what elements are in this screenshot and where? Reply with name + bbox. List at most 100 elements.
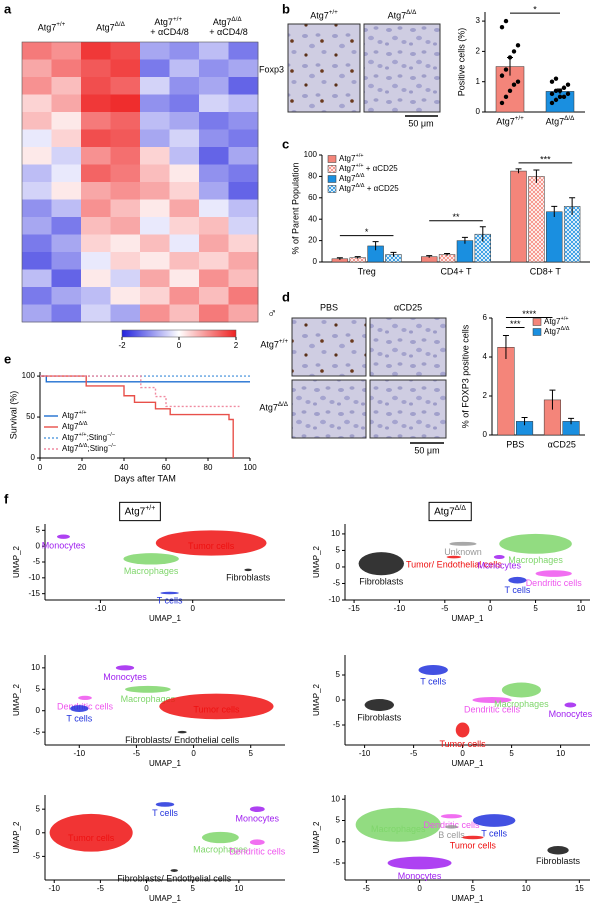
x-tick-label: -5	[133, 749, 141, 758]
x-tick-label: -10	[95, 604, 107, 613]
y-tick-label: 5	[336, 670, 341, 679]
y-axis-label: UMAP_2	[312, 821, 321, 854]
cell-cluster	[244, 568, 252, 572]
colorbar-tick-label: 2	[234, 341, 239, 350]
heatmap-cell	[110, 217, 141, 235]
cell-cluster	[170, 869, 178, 872]
x-axis-label: UMAP_1	[451, 894, 484, 903]
y-tick-label: 0	[336, 837, 341, 846]
heatmap-cell	[110, 234, 141, 253]
heatmap-cell	[51, 217, 82, 235]
heatmap-cell	[22, 252, 52, 270]
cluster-label: Dendritic cells	[464, 704, 521, 714]
significance-label: ***	[540, 154, 551, 164]
x-tick-label: PBS	[506, 439, 524, 449]
cluster-label: Unknown	[444, 547, 482, 557]
heatmap-cell	[228, 164, 259, 183]
panel-label: a	[4, 1, 12, 16]
y-tick-label: 0	[313, 257, 318, 266]
heatmap-cell	[81, 164, 111, 183]
heatmap-cell	[228, 199, 259, 218]
legend-swatch	[327, 185, 337, 193]
image-row-label: Atg7+/+	[260, 338, 288, 349]
cell-cluster	[446, 555, 462, 559]
cell-cluster	[564, 702, 577, 708]
y-tick-label: 0	[336, 695, 341, 704]
panel-label: b	[282, 1, 290, 16]
error-bar	[426, 255, 433, 258]
bar	[510, 170, 527, 263]
y-tick-label: -10	[328, 595, 340, 604]
heatmap-cell	[110, 77, 141, 95]
heatmap-cell	[110, 252, 141, 270]
y-tick-label: 100	[22, 371, 36, 380]
error-bar	[533, 169, 540, 183]
heatmap-cell	[110, 304, 141, 323]
heatmap-cell	[81, 112, 111, 130]
y-tick-label: -5	[333, 720, 341, 729]
heatmap-cell	[169, 94, 200, 113]
sex-symbol: ♂	[267, 305, 277, 320]
cell-cluster	[440, 814, 463, 819]
heatmap-cell	[199, 269, 229, 288]
colorbar-tick-label: -2	[118, 341, 126, 350]
cell-cluster	[159, 693, 274, 720]
significance-label: *	[533, 4, 537, 14]
x-tick-label: 80	[204, 463, 213, 472]
cell-cluster	[201, 831, 239, 844]
data-point	[499, 100, 505, 106]
y-axis-label: Positive cells (%)	[456, 28, 466, 97]
legend-label: Atg7+/+	[62, 410, 87, 420]
heatmap-cell	[140, 164, 170, 183]
x-axis-label: UMAP_1	[451, 614, 484, 623]
cluster-label: Tumor cells	[193, 705, 240, 715]
cell-cluster	[155, 802, 175, 807]
y-tick-label: -5	[333, 579, 341, 588]
legend-swatch	[327, 175, 337, 183]
legend-label: Atg7+/+	[339, 153, 364, 163]
data-point	[557, 88, 563, 93]
error-bar	[372, 241, 379, 251]
heatmap-cell	[140, 269, 170, 288]
heatmap-cell	[169, 304, 200, 323]
y-tick-label: -5	[33, 557, 41, 566]
heatmap-cell	[228, 252, 259, 270]
heatmap-cell	[81, 234, 111, 253]
x-tick-label: 100	[243, 463, 257, 472]
cluster-label: Fibroblasts	[357, 712, 402, 722]
y-tick-label: 5	[36, 684, 41, 693]
heatmap-cell	[140, 199, 170, 218]
legend-label: Atg7+/+ + αCD25	[339, 163, 398, 173]
heatmap-cell	[51, 199, 82, 218]
error-bar	[521, 416, 528, 426]
x-tick-label: -10	[48, 884, 60, 893]
y-tick-label: 80	[308, 172, 317, 181]
y-tick-label: 40	[308, 214, 317, 223]
y-axis-label: % of Parent Population	[290, 162, 300, 254]
survival-curve	[40, 375, 234, 458]
colorbar-tick-label: 0	[177, 341, 182, 350]
y-tick-label: 0	[36, 541, 41, 550]
error-bar	[551, 205, 558, 218]
heatmap-cell	[110, 94, 141, 113]
y-tick-label: 50	[26, 412, 35, 421]
heatmap-cell	[169, 112, 200, 130]
title-box	[119, 501, 161, 522]
heatmap-cell	[140, 42, 170, 60]
cell-cluster	[493, 555, 505, 560]
cell-cluster	[418, 665, 448, 675]
cluster-label: Dendritic cells	[424, 820, 481, 830]
cell-cluster	[123, 553, 179, 565]
legend-label: Atg7Δ/Δ	[339, 173, 365, 183]
image-column-label: Atg7Δ/Δ	[388, 9, 417, 20]
cell-cluster	[508, 576, 527, 584]
heatmap-cell	[228, 129, 259, 148]
y-tick-label: 0	[476, 107, 481, 116]
heatmap-cell	[169, 164, 200, 183]
legend-label: Atg7+/+;Sting−/−	[62, 432, 115, 442]
legend-label: Atg7Δ/Δ	[544, 326, 570, 336]
data-point	[499, 73, 505, 78]
heatmap-cell	[110, 287, 141, 305]
heatmap-cell	[228, 147, 259, 165]
heatmap-cell	[51, 77, 82, 95]
